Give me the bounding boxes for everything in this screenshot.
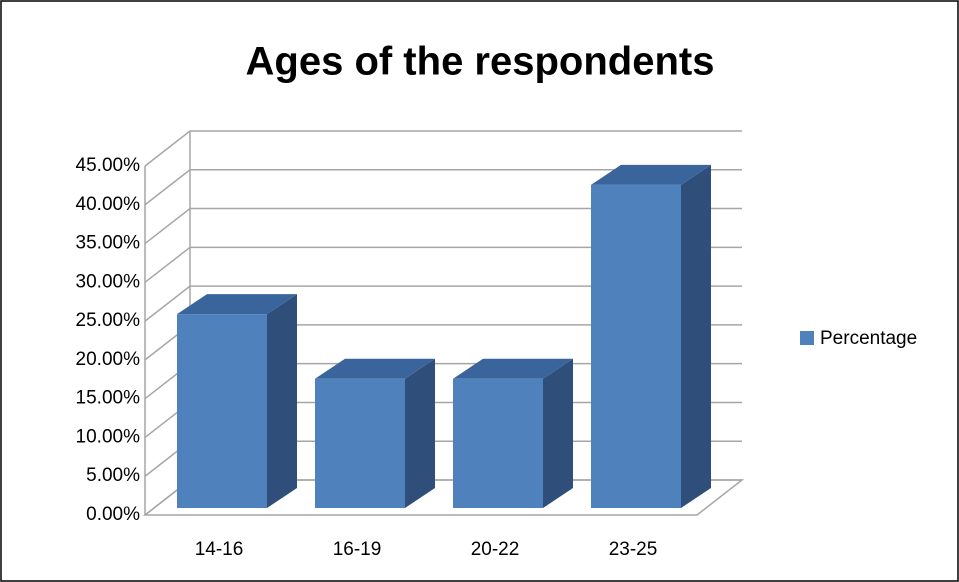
chart-title: Ages of the respondents bbox=[246, 40, 715, 84]
bar-side bbox=[405, 358, 435, 508]
y-tick-label: 45.00% bbox=[76, 155, 141, 176]
x-tick-label: 20-22 bbox=[471, 539, 520, 560]
grid-line bbox=[144, 246, 742, 283]
y-tick-label: 30.00% bbox=[76, 271, 141, 292]
legend-label: Percentage bbox=[820, 328, 917, 349]
grid-line bbox=[144, 285, 742, 322]
legend-swatch bbox=[800, 331, 814, 345]
bar-top bbox=[315, 358, 435, 379]
x-tick-label: 14-16 bbox=[195, 539, 244, 560]
y-tick-label: 5.00% bbox=[86, 465, 140, 486]
y-tick-label: 20.00% bbox=[76, 349, 141, 370]
bar-top bbox=[453, 358, 573, 379]
y-tick-label: 15.00% bbox=[76, 388, 141, 409]
y-tick-label: 35.00% bbox=[76, 233, 141, 254]
grid-line bbox=[144, 130, 742, 167]
bar bbox=[177, 314, 267, 508]
bar bbox=[453, 378, 543, 508]
bar-top bbox=[177, 294, 297, 315]
grid-line bbox=[144, 169, 742, 206]
bar bbox=[591, 184, 681, 509]
grid-line bbox=[144, 207, 742, 245]
bar bbox=[315, 378, 405, 508]
bar-side bbox=[681, 164, 711, 509]
bar-top bbox=[591, 164, 711, 185]
x-tick-label: 16-19 bbox=[333, 539, 382, 560]
y-tick-label: 25.00% bbox=[76, 310, 141, 331]
bar-side bbox=[543, 358, 573, 508]
y-tick-label: 40.00% bbox=[76, 194, 141, 215]
x-tick-label: 23-25 bbox=[609, 539, 658, 560]
y-tick-label: 0.00% bbox=[86, 504, 140, 525]
bar-side bbox=[267, 294, 297, 508]
y-tick-label: 10.00% bbox=[76, 426, 141, 447]
